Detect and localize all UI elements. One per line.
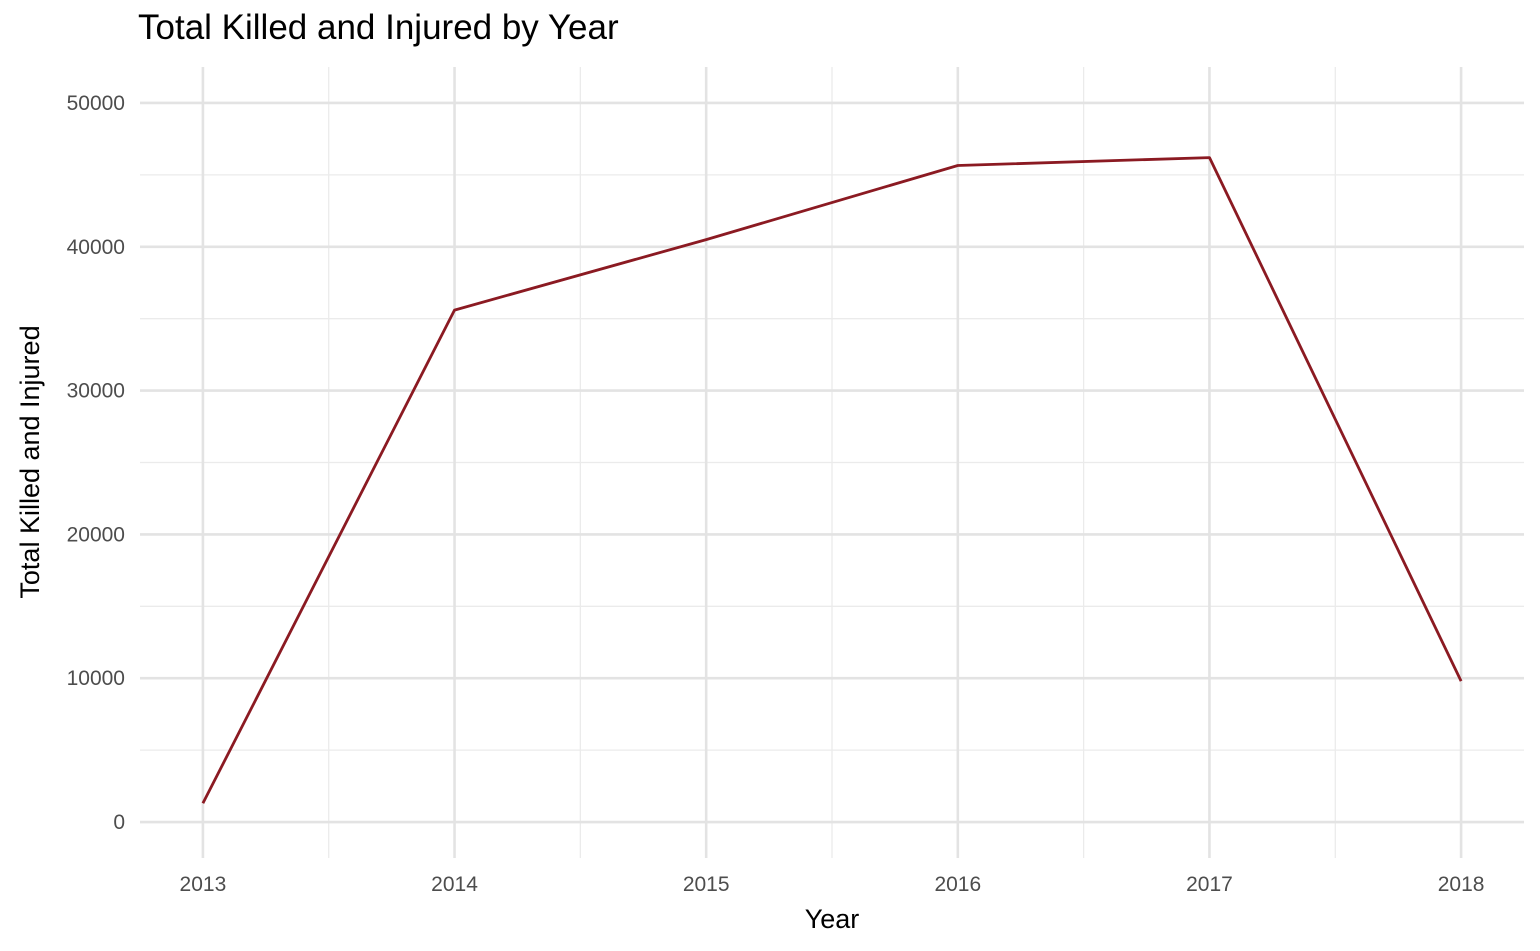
y-tick-label: 0 <box>113 811 125 834</box>
tick-labels: 0 10000 20000 30000 40000 50000 2013 2014 2015 20… <box>67 92 1485 896</box>
y-axis-title: Total Killed and Injured <box>15 325 45 598</box>
chart-title: Total Killed and Injured by Year <box>138 8 619 47</box>
x-tick-label: 2015 <box>683 873 730 896</box>
series-line <box>201 156 1463 804</box>
y-tick-label: 40000 <box>67 236 125 259</box>
x-tick-label: 2013 <box>180 873 227 896</box>
y-tick-label: 50000 <box>67 92 125 115</box>
x-tick-label: 2014 <box>431 873 478 896</box>
y-tick-label: 30000 <box>67 380 125 403</box>
x-tick-label: 2018 <box>1438 873 1485 896</box>
grid-lines <box>140 67 1524 858</box>
x-axis-title: Year <box>805 904 860 934</box>
x-tick-label: 2016 <box>934 873 981 896</box>
x-tick-label: 2017 <box>1186 873 1233 896</box>
series-layer <box>201 156 1463 804</box>
y-tick-label: 20000 <box>67 523 125 546</box>
y-tick-label: 10000 <box>67 667 125 690</box>
